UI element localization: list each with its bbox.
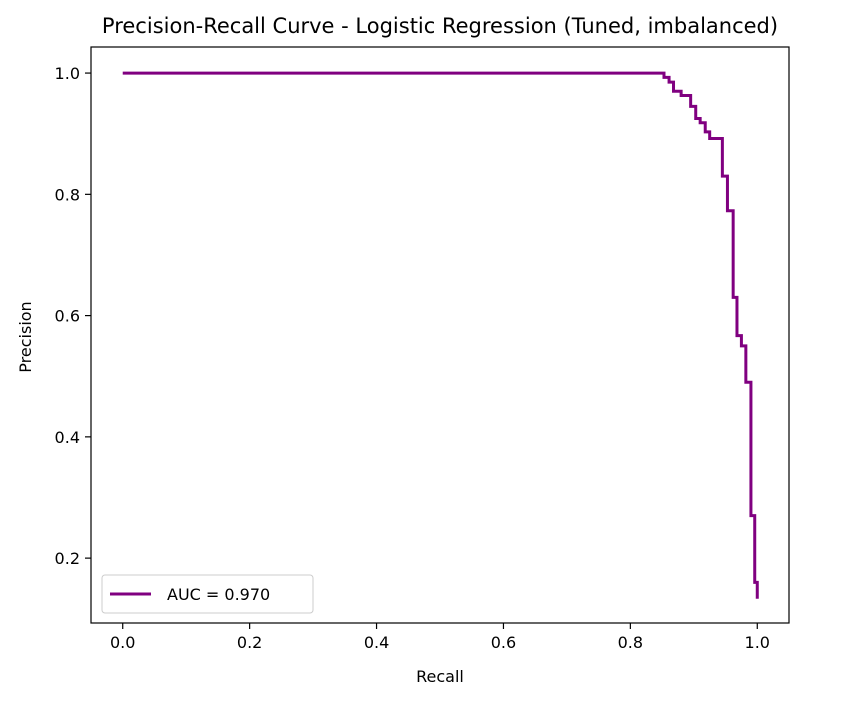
x-tick-label: 1.0 bbox=[745, 633, 770, 652]
legend-label: AUC = 0.970 bbox=[167, 585, 270, 604]
x-axis: 0.0 0.2 0.4 0.6 0.8 1.0 bbox=[110, 623, 770, 652]
legend: AUC = 0.970 bbox=[101, 574, 314, 614]
series-layer bbox=[122, 71, 759, 599]
y-axis: 0.2 0.4 0.6 0.8 1.0 bbox=[55, 64, 91, 568]
x-tick-label: 0.8 bbox=[618, 633, 643, 652]
y-tick-label: 1.0 bbox=[55, 64, 80, 83]
x-tick-label: 0.2 bbox=[237, 633, 262, 652]
x-tick-label: 0.4 bbox=[364, 633, 389, 652]
legend-box bbox=[101, 574, 314, 614]
pr-curve-line bbox=[122, 71, 759, 599]
chart-title: Precision-Recall Curve - Logistic Regres… bbox=[102, 14, 778, 38]
plot-area bbox=[90, 46, 790, 624]
x-tick-label: 0.0 bbox=[110, 633, 135, 652]
x-tick-label: 0.6 bbox=[491, 633, 516, 652]
x-axis-label: Recall bbox=[416, 667, 464, 686]
y-tick-label: 0.8 bbox=[55, 185, 80, 204]
y-tick-label: 0.2 bbox=[55, 549, 80, 568]
y-tick-label: 0.6 bbox=[55, 307, 80, 326]
y-tick-label: 0.4 bbox=[55, 428, 80, 447]
y-axis-label: Precision bbox=[16, 301, 35, 372]
